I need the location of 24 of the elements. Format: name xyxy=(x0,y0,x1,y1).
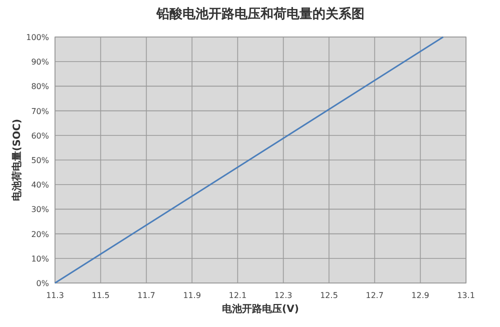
x-tick-label: 11.7 xyxy=(137,291,156,300)
y-tick-label: 20% xyxy=(31,230,50,239)
y-tick-label: 60% xyxy=(31,131,50,140)
x-tick-label: 12.7 xyxy=(366,291,384,300)
y-tick-label: 10% xyxy=(31,254,50,264)
y-tick-label: 0% xyxy=(36,279,50,288)
x-axis-title: 电池开路电压(V) xyxy=(222,303,299,315)
y-tick-label: 40% xyxy=(31,180,50,190)
x-tick-label: 11.3 xyxy=(46,291,64,300)
chart-title: 铅酸电池开路电压和荷电量的关系图 xyxy=(156,6,364,22)
y-tick-label: 50% xyxy=(31,156,50,165)
x-tick-label: 13.1 xyxy=(457,291,475,300)
x-tick-label: 12.5 xyxy=(320,291,338,300)
y-tick-label: 80% xyxy=(31,82,50,92)
x-tick-label: 12.9 xyxy=(411,291,430,300)
x-tick-label: 12.3 xyxy=(274,291,292,300)
y-tick-label: 70% xyxy=(31,106,50,116)
y-axis-title: 电池荷电量(SOC) xyxy=(11,118,23,202)
y-tick-label: 90% xyxy=(31,58,50,67)
x-tick-label: 11.9 xyxy=(183,291,201,300)
x-tick-label: 11.5 xyxy=(92,291,110,300)
y-tick-label: 100% xyxy=(26,33,50,42)
y-tick-label: 30% xyxy=(31,205,50,214)
x-tick-label: 12.1 xyxy=(228,291,247,300)
